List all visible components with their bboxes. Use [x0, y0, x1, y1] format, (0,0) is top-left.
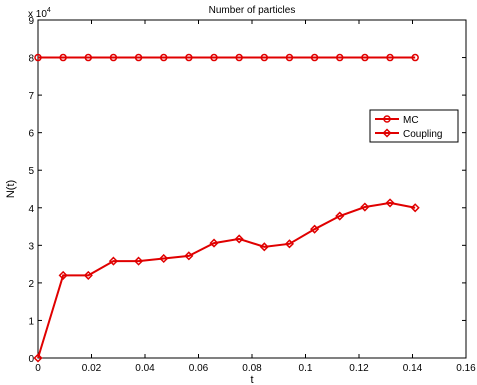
circle-data-point	[59, 53, 67, 62]
circle-data-point	[134, 53, 143, 62]
axis-ticks: 0 0.02 0.04 0.06 0.08 0.1 0.12 0.14 0.16 0 1 2 3 4 5 6 7…	[28, 16, 476, 374]
y-tick-label: 9	[28, 16, 34, 27]
x-tick-label: 0	[35, 363, 41, 374]
x-tick-label: 0.14	[403, 363, 423, 374]
diamond-data-point	[134, 256, 144, 266]
circle-data-point	[185, 53, 193, 62]
diamond-data-point	[159, 253, 169, 264]
y-tick-label: 6	[28, 129, 34, 140]
diamond-data-point	[108, 256, 118, 266]
chart-title: Number of particles	[209, 5, 296, 16]
series-coupling	[33, 198, 420, 363]
series-mc	[34, 53, 419, 62]
x-tick-label: 0.16	[456, 363, 476, 374]
circle-data-point	[361, 53, 369, 62]
legend-label: MC	[403, 115, 419, 126]
y-tick-label: 2	[28, 279, 34, 290]
diamond-data-point	[360, 202, 370, 212]
x-axis-label: t	[250, 374, 253, 385]
circle-data-point	[411, 53, 419, 62]
diamond-data-point	[410, 203, 420, 213]
legend-box	[369, 109, 459, 143]
diamond-data-point	[259, 242, 269, 252]
legend-marker-diamond	[382, 128, 392, 138]
circle-data-point	[310, 53, 319, 62]
y-tick-label: 7	[28, 91, 34, 102]
x-tick-label: 0.1	[299, 363, 313, 374]
x-tick-label: 0.02	[82, 363, 102, 374]
x-tick-label: 0.08	[242, 363, 262, 374]
circle-data-point	[109, 53, 118, 62]
circle-data-point	[386, 53, 394, 62]
y-multiplier-label: x 104	[28, 7, 51, 20]
y-axis-label: N(t)	[5, 180, 17, 198]
series-layer	[33, 53, 420, 363]
y-tick-label: 4	[28, 204, 34, 215]
circle-data-point	[84, 53, 93, 62]
diamond-data-point	[385, 198, 395, 208]
circle-data-point	[210, 53, 218, 62]
y-multiplier-exponent: 4	[47, 7, 51, 14]
diamond-data-point	[83, 270, 93, 280]
circle-data-point	[34, 53, 42, 62]
legend: MC Coupling	[369, 109, 459, 143]
x-tick-label: 0.12	[349, 363, 369, 374]
circle-data-point	[285, 53, 294, 62]
diamond-data-point	[284, 239, 295, 249]
circle-data-point	[159, 53, 168, 62]
diamond-data-point	[310, 224, 320, 234]
diamond-data-point	[58, 270, 68, 280]
circle-data-point	[235, 53, 243, 62]
y-tick-label: 5	[28, 166, 34, 177]
circle-data-point	[335, 53, 344, 62]
circle-data-point	[260, 53, 269, 62]
legend-marker-circle	[383, 115, 391, 123]
x-tick-label: 0.04	[135, 363, 155, 374]
y-tick-label: 0	[28, 354, 34, 365]
plot-area	[37, 19, 467, 359]
legend-label: Coupling	[403, 129, 442, 140]
diamond-data-point	[335, 211, 345, 221]
y-tick-label: 1	[28, 316, 34, 327]
diamond-data-point	[33, 353, 43, 363]
y-tick-label: 8	[28, 54, 34, 65]
series-line	[37, 201, 416, 359]
diamond-data-point	[184, 251, 194, 261]
diamond-data-point	[234, 234, 244, 244]
y-tick-label: 3	[28, 241, 34, 252]
diamond-data-point	[209, 238, 219, 248]
x-tick-label: 0.06	[189, 363, 209, 374]
